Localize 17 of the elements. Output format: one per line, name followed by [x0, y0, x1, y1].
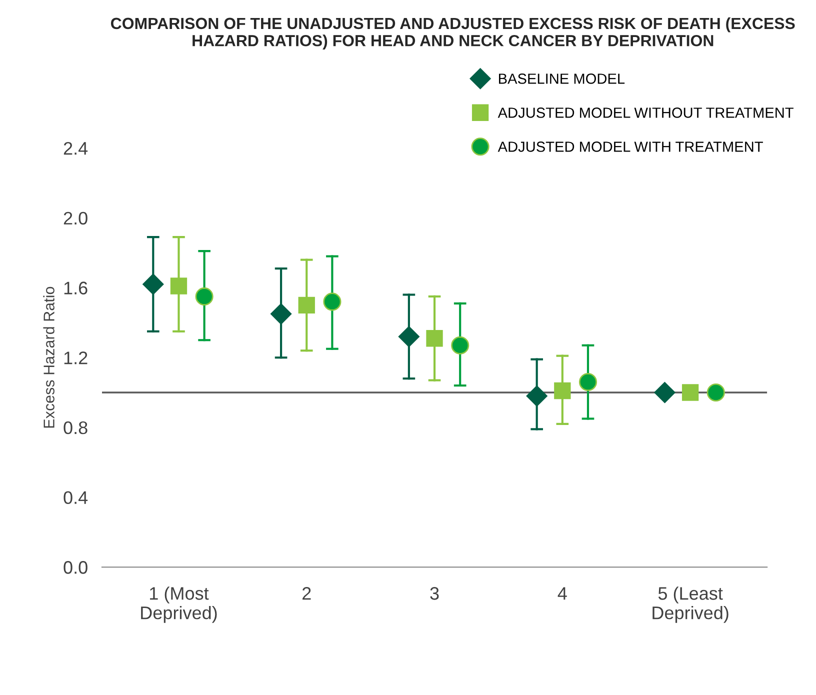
x-tick-label: 4 — [558, 587, 567, 600]
y-tick-label: 1.2 — [64, 352, 88, 364]
legend-label: BASELINE MODEL — [499, 74, 625, 84]
legend-label: ADJUSTED MODEL WITHOUT TREATMENT — [498, 108, 794, 118]
y-axis-title: Excess Hazard Ratio — [43, 286, 54, 428]
legend-label: ADJUSTED MODEL WITH TREATMENT — [498, 142, 763, 152]
y-tick-label: 0.4 — [64, 491, 88, 504]
y-tick-label: 0.8 — [64, 421, 88, 434]
chart-title: COMPARISON OF THE UNADJUSTED AND ADJUSTED EXCESS RISK OF DEATH (EXCESS HAZARD RATIOS) FOR HEAD AND NECK CANCER BY DEPRIVATION — [110, 17, 795, 50]
y-tick-label: 2.4 — [64, 142, 88, 155]
y-tick-label: 2.0 — [64, 212, 88, 225]
x-tick-label: 3 — [430, 587, 439, 600]
y-tick-label: 1.6 — [64, 282, 88, 294]
x-tick-label: 2 — [302, 587, 311, 600]
y-tick-label: 0.0 — [64, 561, 88, 574]
x-tick-label: 5 (Least Deprived) — [652, 586, 728, 623]
x-tick-label: 1 (Most Deprived) — [141, 586, 217, 623]
